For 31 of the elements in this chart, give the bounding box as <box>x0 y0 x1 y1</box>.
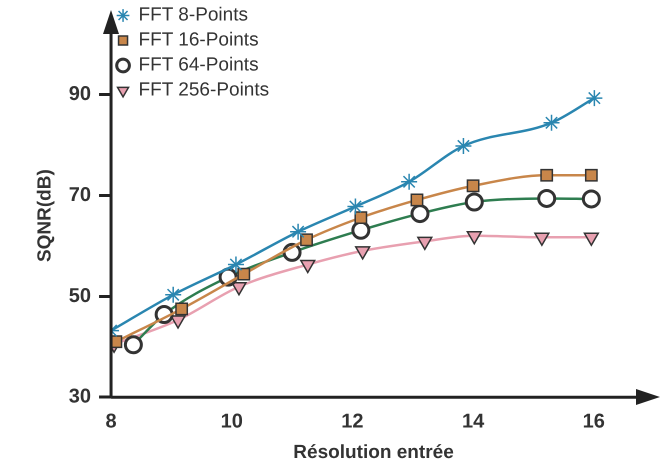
point <box>289 222 307 240</box>
x-tick-label: 8 <box>105 410 117 433</box>
legend-label: FFT 16-Points <box>138 30 259 51</box>
y-tick-label: 90 <box>68 83 92 106</box>
legend-label: FFT 8-Points <box>138 4 248 26</box>
point <box>466 179 480 192</box>
y-tick-label: 70 <box>68 184 92 206</box>
legend-label: FFT 256-Points <box>138 80 270 101</box>
point <box>542 114 560 132</box>
x-tick-label: 10 <box>220 410 243 433</box>
y-axis-title: SQNR(dB) <box>34 169 56 262</box>
point <box>584 168 598 182</box>
point <box>400 173 418 191</box>
x-tick-label: 12 <box>341 410 364 433</box>
point <box>410 194 424 206</box>
y-tick-label: 50 <box>68 284 92 307</box>
point <box>175 302 188 316</box>
point <box>354 211 368 224</box>
point <box>164 286 182 304</box>
point <box>346 198 364 216</box>
x-tick-label: 16 <box>582 410 605 433</box>
x-axis-title: Résolution entrée <box>293 442 454 463</box>
legend-label: FFT 64-Points <box>138 54 259 76</box>
point <box>454 137 472 155</box>
point <box>586 89 604 107</box>
x-tick-label: 14 <box>462 410 486 433</box>
point <box>227 256 245 274</box>
point <box>300 233 313 246</box>
y-tick-label: 30 <box>68 386 92 408</box>
point <box>540 168 554 182</box>
point <box>237 268 250 281</box>
